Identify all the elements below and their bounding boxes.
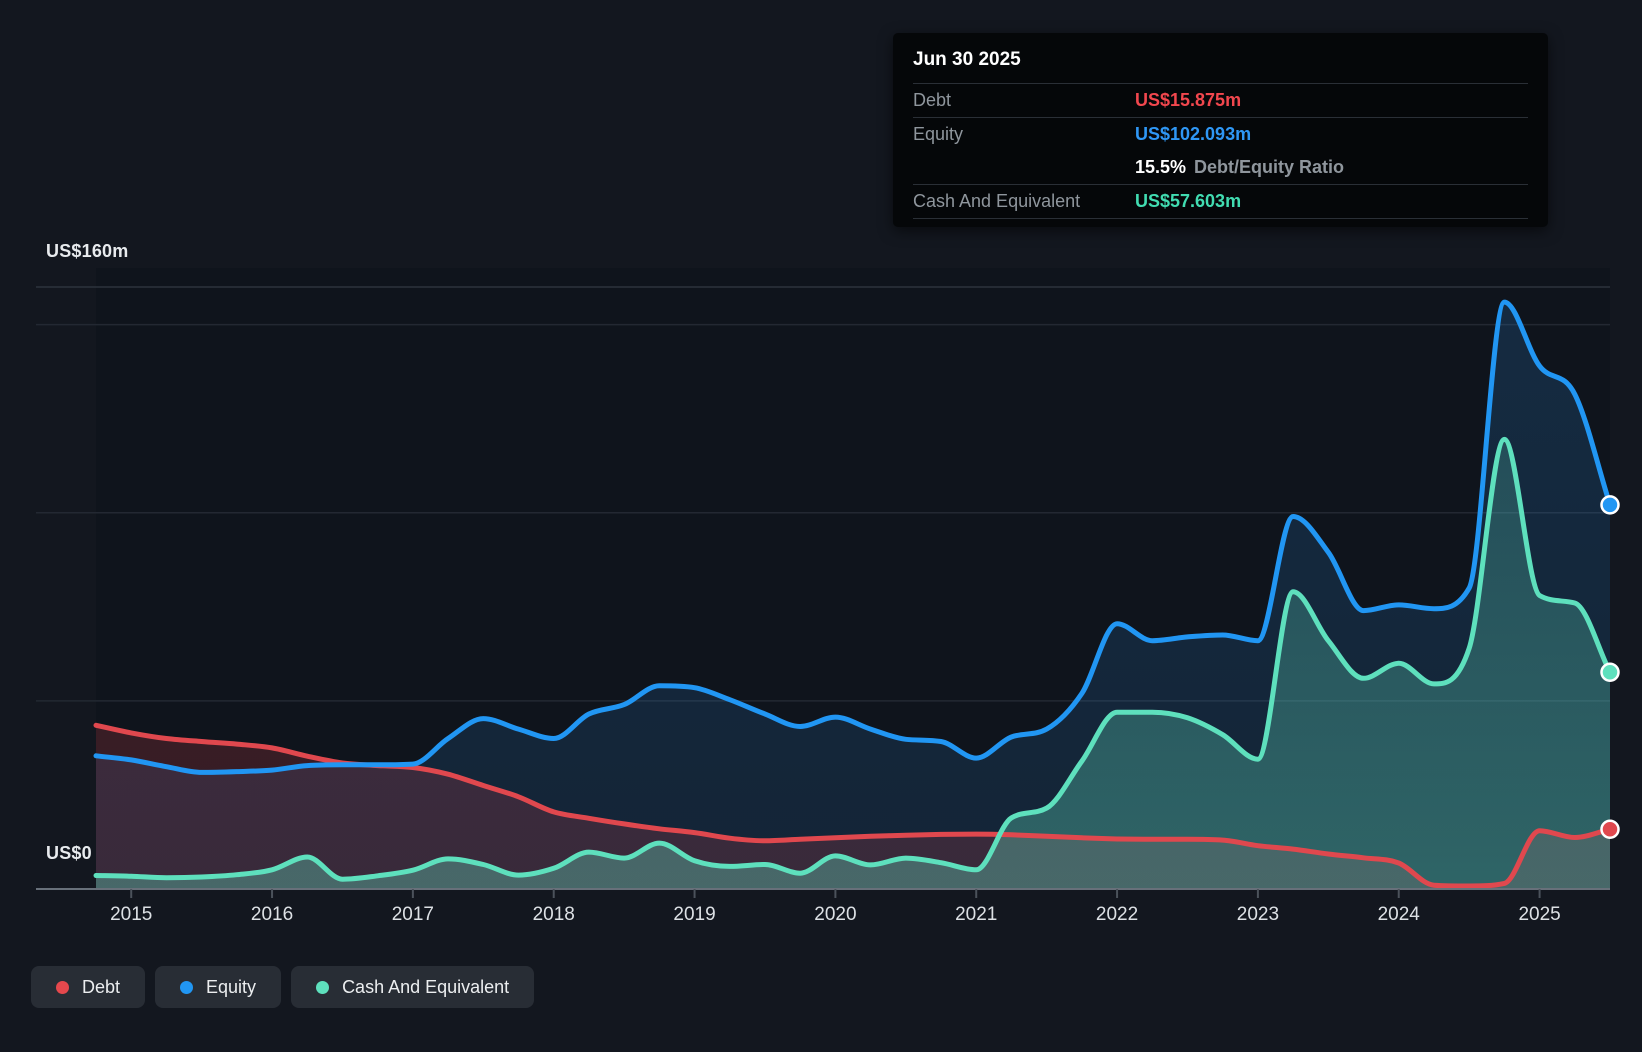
tooltip-cash-label: Cash And Equivalent	[913, 191, 1081, 211]
tooltip-ratio-value: 15.5%	[1135, 157, 1187, 177]
tooltip-debt-value: US$15.875m	[1135, 90, 1242, 110]
legend-item-label: Debt	[82, 976, 121, 997]
legend-item-label: Cash And Equivalent	[342, 976, 510, 997]
x-tick-label-2023: 2023	[1237, 904, 1279, 925]
cash-line	[93, 436, 1613, 882]
tooltip-row-equity: Equity US$102.093m	[913, 117, 1528, 151]
y-axis-max-label: US$160m	[46, 241, 129, 261]
x-tick-label-2018: 2018	[533, 904, 575, 925]
tooltip-date: Jun 30 2025	[913, 49, 1021, 70]
series-end-markers	[1600, 495, 1620, 840]
tooltip-row-cash: Cash And Equivalent US$57.603m	[913, 184, 1528, 219]
debt-end-dot	[1600, 819, 1620, 840]
x-tick-label-2015: 2015	[110, 904, 152, 925]
legend-item-equity[interactable]: Equity	[155, 966, 282, 1008]
tooltip-ratio-label: Debt/Equity Ratio	[1194, 157, 1345, 177]
x-tick-label-2017: 2017	[392, 904, 434, 925]
tooltip-row-debt: Debt US$15.875m	[913, 83, 1528, 117]
x-tick-label-2025: 2025	[1518, 904, 1560, 925]
debt-legend-dot-icon	[56, 980, 69, 994]
equity-end-dot	[1600, 495, 1620, 515]
y-axis-zero-label: US$0	[46, 843, 92, 863]
x-tick-label-2020: 2020	[814, 904, 856, 925]
legend: Debt Equity Cash And Equivalent	[31, 966, 535, 1008]
cash-end-dot	[1600, 662, 1620, 683]
cash-legend-dot-icon	[316, 980, 330, 994]
x-tick-label-2022: 2022	[1096, 904, 1138, 925]
x-axis: 2015 2016 2017 2018 2019 2020 2021 2022 2023 2024…	[36, 888, 1610, 925]
tooltip-cash-value: US$57.603m	[1135, 191, 1242, 211]
tooltip-debt-label: Debt	[913, 90, 952, 110]
x-tick-label-2021: 2021	[955, 904, 997, 925]
equity-line	[93, 299, 1613, 775]
tooltip-row-ratio: 15.5% Debt/Equity Ratio	[913, 151, 1528, 184]
tooltip-equity-value: US$102.093m	[1135, 124, 1252, 144]
legend-item-label: Equity	[206, 976, 257, 997]
x-tick-label-2016: 2016	[251, 904, 293, 925]
x-tick-label-2019: 2019	[673, 904, 715, 925]
equity-legend-dot-icon	[180, 980, 194, 994]
legend-item-cash[interactable]: Cash And Equivalent	[291, 966, 535, 1008]
hover-tooltip: Jun 30 2025 Debt US$15.875m Equity US$10…	[893, 33, 1548, 227]
tooltip-equity-label: Equity	[913, 124, 964, 144]
series-lines	[93, 299, 1613, 889]
cash-area	[96, 439, 1610, 889]
legend-item-debt[interactable]: Debt	[31, 966, 146, 1008]
x-tick-label-2024: 2024	[1378, 904, 1421, 925]
